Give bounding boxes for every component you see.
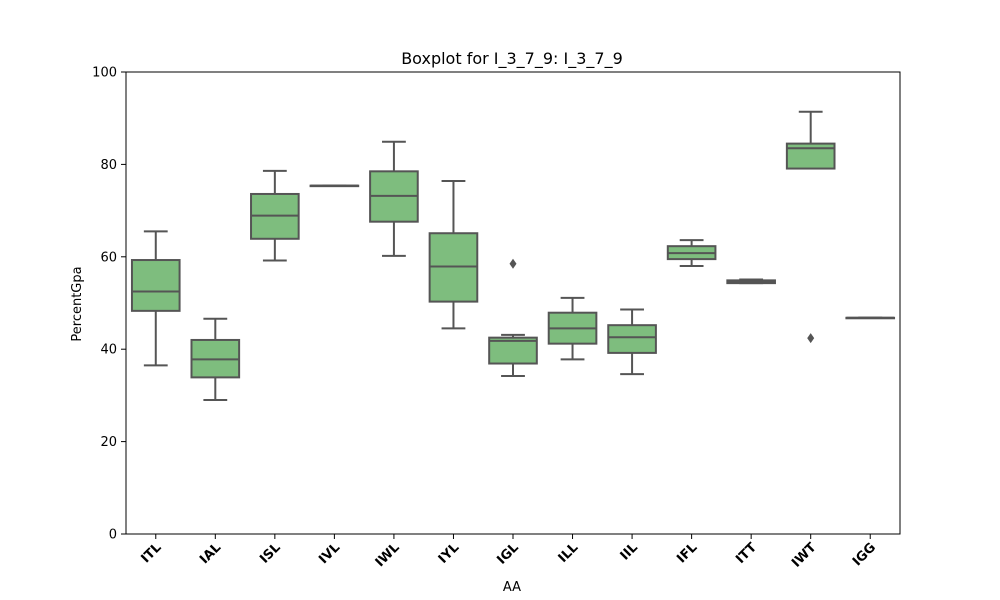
outlier-iwt-0: [807, 333, 815, 344]
x-tick-label-iwt: IWT: [789, 540, 820, 571]
x-tick-label-isl: ISL: [257, 540, 284, 567]
x-tick-label-itl: ITL: [138, 540, 164, 566]
y-tick-label-80: 80: [100, 158, 117, 173]
box-iil: [607, 324, 657, 354]
y-tick-label-0: 0: [109, 528, 117, 543]
y-tick-label-40: 40: [100, 343, 117, 358]
x-tick-label-ill: ILL: [556, 540, 582, 566]
box-itl: [130, 259, 181, 312]
x-tick-label-iyl: IYL: [436, 540, 463, 567]
y-tick-label-60: 60: [100, 250, 117, 265]
x-tick-label-ifl: IFL: [674, 540, 700, 566]
plot-area: 0 20 40 60 80 100 ITL IAL ISL IVL IWL IYL IGL ILL IIL I…: [92, 66, 901, 571]
chart-title: Boxplot for I_3_7_9: I_3_7_9: [401, 49, 623, 69]
y-axis-label: PercentGpa: [70, 266, 85, 341]
x-tick-label-igg: IGG: [850, 540, 879, 569]
x-tick-label-ivl: IVL: [316, 540, 343, 567]
x-tick-label-ial: IAL: [197, 540, 224, 567]
x-tick-label-iil: IIL: [618, 540, 641, 563]
y-tick-label-100: 100: [92, 66, 117, 81]
outlier-igl-0: [509, 258, 517, 269]
box-igl: [488, 336, 538, 365]
y-tick-label-20: 20: [100, 435, 117, 450]
x-axis-label: AA: [503, 580, 521, 595]
x-tick-label-itt: ITT: [733, 540, 760, 567]
plot-frame: [125, 71, 901, 535]
x-tick-label-iwl: IWL: [373, 540, 403, 570]
x-tick-label-igl: IGL: [494, 540, 521, 567]
